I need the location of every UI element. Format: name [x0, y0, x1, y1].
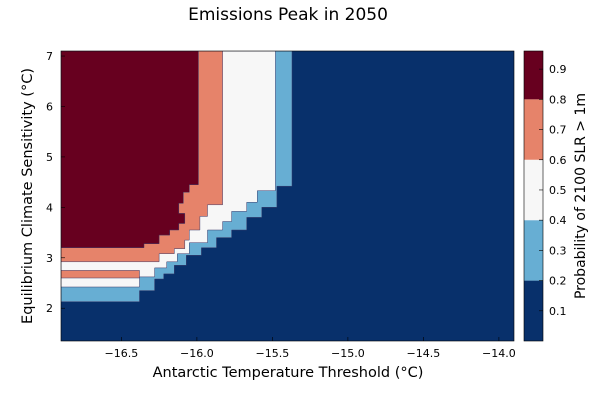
colorbar-segment — [524, 159, 543, 221]
colorbar-frame — [523, 50, 544, 342]
x-tick-label: −16.5 — [105, 347, 139, 360]
plot-area — [61, 51, 514, 341]
colorbar: 0.1 0.2 0.3 0.4 0.5 0.6 0.7 0.8 0.9 — [523, 50, 567, 342]
x-axis-label: Antarctic Temperature Threshold (°C) — [153, 365, 424, 381]
x-axis: −16.5 −16.0 −15.5 −15.0 −14.5 −14.0 — [105, 337, 516, 360]
colorbar-label: Probability of 2100 SLR > 1m — [573, 93, 589, 299]
colorbar-tick-label: 0.3 — [549, 244, 567, 257]
colorbar-tick-label: 0.6 — [549, 154, 567, 167]
y-axis: 2 3 4 5 6 7 — [46, 50, 65, 315]
y-tick-label: 2 — [46, 302, 53, 315]
x-tick-label: −15.0 — [331, 347, 365, 360]
colorbar-tick-label: 0.2 — [549, 275, 567, 288]
y-tick-label: 3 — [46, 252, 53, 265]
y-tick-label: 4 — [46, 201, 53, 214]
region-level-3 — [61, 270, 140, 279]
chart-title: Emissions Peak in 2050 — [188, 5, 388, 25]
colorbar-segment — [524, 280, 543, 341]
colorbar-tick-label: 0.7 — [549, 124, 567, 137]
colorbar-tick-label: 0.1 — [549, 305, 567, 318]
colorbar-segment — [524, 51, 543, 100]
x-tick-label: −16.0 — [180, 347, 214, 360]
colorbar-tick-label: 0.9 — [549, 63, 567, 76]
x-tick-label: −14.0 — [482, 347, 516, 360]
colorbar-segment — [524, 220, 543, 281]
x-tick-label: −14.5 — [407, 347, 441, 360]
region-level-4 — [61, 51, 199, 248]
x-tick-label: −15.5 — [256, 347, 290, 360]
colorbar-tick-label: 0.4 — [549, 214, 567, 227]
colorbar-tick-label: 0.8 — [549, 93, 567, 106]
plot-frame — [60, 50, 515, 342]
y-tick-label: 7 — [46, 50, 53, 63]
colorbar-tick-label: 0.5 — [549, 184, 567, 197]
y-tick-label: 6 — [46, 100, 53, 113]
y-tick-label: 5 — [46, 151, 53, 164]
y-axis-label: Equilibrium Climate Sensitivity (°C) — [20, 68, 36, 324]
colorbar-segment — [524, 99, 543, 160]
